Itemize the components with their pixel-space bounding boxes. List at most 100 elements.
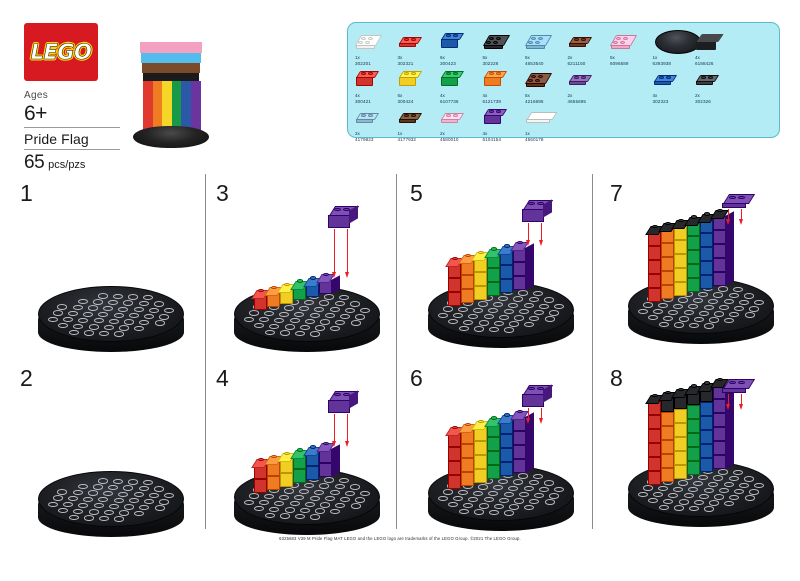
step-7-number: 7 [610, 180, 623, 206]
baseplate-stud [355, 314, 366, 320]
baseplate-stud [523, 303, 534, 309]
baseplate-stud [315, 508, 326, 514]
baseplate-stud [544, 499, 555, 505]
header: LEGO Ages 6+ Pride Flag 65 pcs/pzs 1x 302… [0, 0, 800, 173]
brick-front-face [448, 278, 461, 292]
baseplate-stud [539, 486, 549, 492]
assembly-arrow-0 [332, 229, 337, 278]
step-3-number: 3 [216, 180, 229, 206]
brick-front-face [461, 274, 474, 289]
baseplate-stud [68, 329, 79, 336]
baseplate-stud [473, 307, 484, 313]
baseplate-stud [749, 306, 760, 312]
baseplate-stud [99, 515, 110, 522]
brick-front-face [448, 461, 461, 475]
part-number: 4179823 [355, 137, 374, 142]
brick-front [398, 77, 416, 86]
part-art-dark-grey-plate-1x2 [695, 67, 773, 93]
brick-yellow [474, 468, 487, 483]
part-icon-red-plate-1x2 [398, 37, 425, 50]
brick-front-face [448, 292, 461, 306]
hero-upper-stripe-0 [140, 42, 202, 53]
baseplate-stud [463, 502, 474, 509]
brick-front-face [661, 256, 674, 271]
baseplate-stud [339, 294, 350, 301]
hero-upper-stripe-3 [143, 73, 199, 84]
part-cell-black-round-plate-8x8: 1x 6393938 [653, 29, 701, 67]
brick-red [448, 475, 461, 489]
part-number: 4580010 [440, 137, 459, 142]
baseplate-stud [637, 308, 648, 314]
brick-front-face [500, 462, 513, 477]
baseplate-stud [689, 505, 700, 512]
brick-blue [700, 275, 713, 290]
brick-blue [700, 430, 713, 445]
part-icon-pink-plate-1x2 [440, 113, 467, 126]
baseplate-stud [718, 469, 729, 475]
stud [358, 40, 363, 44]
baseplate-stud [263, 493, 274, 500]
brick-stud [703, 381, 710, 385]
baseplate-stud [709, 500, 720, 506]
step-1-illustration [28, 192, 198, 352]
part-quantity: 3x [397, 55, 403, 60]
part-icon-green-brick-1x2 [440, 71, 467, 89]
baseplate-stud [693, 480, 704, 487]
brick-front-face [674, 450, 687, 465]
arrow-shaft [333, 414, 336, 441]
part-icon-white-plate-1x4 [526, 112, 558, 126]
brick-blue [500, 462, 513, 477]
assembly-arrow-0 [332, 414, 337, 447]
brick-front [441, 39, 458, 48]
baseplate-stud [119, 510, 130, 516]
part-number: 4177932 [397, 137, 417, 142]
baseplate-stud [329, 307, 340, 313]
part-number: 302321 [397, 61, 414, 66]
brick-blue [500, 279, 513, 294]
stud [535, 78, 540, 82]
part-cell-orange-brick-1x2: 4x 6121739 [483, 67, 525, 105]
divider-rule-top [24, 127, 120, 128]
baseplate-stud [279, 311, 290, 317]
baseplate-stud [124, 504, 135, 510]
assembly-arrow-1 [345, 414, 350, 447]
baseplate-stud [739, 299, 749, 305]
part-icon-brown-plate-1x2 [568, 37, 595, 50]
part-icon-white-plate-2x2 [354, 35, 383, 51]
baseplate-stud [683, 310, 694, 316]
baseplate-stud [652, 492, 663, 498]
assembly-arrow-1 [539, 223, 544, 246]
stud [368, 36, 373, 40]
step-2-illustration [28, 377, 198, 537]
brick-front-face [500, 434, 513, 449]
brick-front-face [648, 429, 661, 443]
brick-front-face [448, 447, 461, 461]
stud [446, 34, 451, 37]
part-art-blue-brick-1x2 [440, 29, 482, 55]
stud [368, 114, 373, 117]
baseplate-stud [339, 477, 350, 484]
step-2-baseplate [36, 469, 186, 549]
brick-front-face [487, 282, 500, 297]
brick-front-face [661, 270, 674, 285]
brick-front-face [700, 275, 713, 290]
baseplate-stud [350, 320, 361, 326]
brick-front-face [687, 405, 700, 420]
baseplate-stud [87, 305, 98, 311]
baseplate-stud [47, 501, 58, 507]
slope-top [696, 34, 724, 42]
brick-front [441, 77, 458, 86]
part-cell-light-blue-plate-1x2: 2x 4179823 [355, 105, 397, 143]
baseplate-stud [673, 303, 684, 309]
plate-front [483, 45, 503, 49]
brick-blue [500, 265, 513, 280]
hero-model-photo [127, 24, 215, 148]
baseplate-stud [698, 474, 709, 481]
brick-stud [677, 387, 684, 391]
brick-red [648, 429, 661, 443]
baseplate-stud [330, 508, 341, 515]
baseplate-stud [724, 317, 735, 324]
brick-blue [700, 416, 713, 431]
baseplate-stud [754, 300, 765, 306]
baseplate-stud [153, 301, 164, 307]
